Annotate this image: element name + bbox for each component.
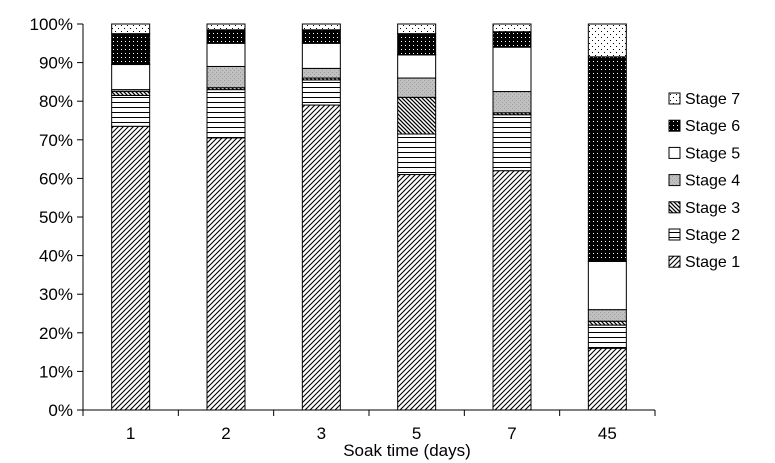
bar-segment xyxy=(492,31,532,48)
x-tick-label: 7 xyxy=(507,424,516,443)
x-tick-label: 2 xyxy=(221,424,230,443)
y-tick-label: 70% xyxy=(39,131,73,150)
legend-label: Stage 3 xyxy=(685,200,740,217)
bar-segment xyxy=(492,23,532,33)
legend-swatch xyxy=(668,174,681,187)
legend-label: Stage 6 xyxy=(685,118,740,135)
bars-group xyxy=(111,23,627,411)
bar-segment xyxy=(397,77,437,98)
x-tick-label: 3 xyxy=(317,424,326,443)
bar-segment xyxy=(397,133,437,176)
bar-segment xyxy=(492,114,532,172)
bar-segment xyxy=(206,137,246,411)
legend-swatch xyxy=(668,119,681,132)
bar-segment xyxy=(492,91,532,114)
bar-segment xyxy=(111,64,151,91)
bar-segment xyxy=(301,67,341,79)
bar-segment xyxy=(301,104,341,411)
bar-segment xyxy=(397,33,437,56)
bar-segment xyxy=(587,23,627,58)
bar-segment xyxy=(397,54,437,79)
bar-segment xyxy=(397,174,437,411)
y-axis: 0% 10% 20% 30% 40% 50% 60% 70% 80% 90% 100% xyxy=(30,15,84,420)
legend-swatch xyxy=(668,201,681,214)
y-tick-label: 30% xyxy=(39,285,73,304)
y-tick-label: 100% xyxy=(30,15,73,34)
legend-label: Stage 7 xyxy=(685,91,740,108)
bar-segment xyxy=(206,29,246,44)
y-tick-label: 20% xyxy=(39,324,73,343)
legend: Stage 7 Stage 6 Stage 5 Stage 4 Stage 3 Stage… xyxy=(668,91,740,271)
legend-swatch xyxy=(668,92,681,105)
legend-label: Stage 1 xyxy=(685,254,740,271)
x-axis-title: Soak time (days) xyxy=(343,441,471,460)
bar-segment xyxy=(111,23,151,35)
bar-segment xyxy=(111,91,151,96)
bar-segment xyxy=(397,96,437,135)
legend-swatch xyxy=(668,255,681,268)
bar-segment xyxy=(587,324,627,349)
bar-segment xyxy=(206,89,246,139)
y-tick-label: 60% xyxy=(39,169,73,188)
bar-segment xyxy=(206,23,246,31)
y-tick-label: 0% xyxy=(48,401,73,420)
bar-segment xyxy=(111,125,151,411)
bar-segment xyxy=(587,309,627,322)
legend-label: Stage 5 xyxy=(685,145,740,162)
bar-segment xyxy=(301,79,341,106)
legend-label: Stage 4 xyxy=(685,173,740,190)
legend-swatch xyxy=(668,228,681,241)
bar-segment xyxy=(587,56,627,262)
bar-segment xyxy=(206,42,246,67)
x-tick-label: 5 xyxy=(412,424,421,443)
x-axis: 1 2 3 5 7 45 xyxy=(82,409,656,443)
bar-segment xyxy=(111,33,151,66)
bar-segment xyxy=(301,29,341,44)
bar-segment xyxy=(587,347,627,411)
y-tick-label: 50% xyxy=(39,208,73,227)
bar-segment xyxy=(587,260,627,311)
bar-segment xyxy=(301,42,341,69)
legend-label: Stage 2 xyxy=(685,227,740,244)
x-tick-label: 1 xyxy=(126,424,135,443)
x-tick-label: 45 xyxy=(598,424,617,443)
bar-segment xyxy=(587,320,627,326)
y-tick-label: 10% xyxy=(39,362,73,381)
bar-segment xyxy=(492,46,532,93)
bar-segment xyxy=(301,23,341,31)
legend-swatch xyxy=(668,146,681,159)
bar-segment xyxy=(206,65,246,89)
bar-segment xyxy=(397,23,437,35)
y-tick-label: 40% xyxy=(39,247,73,266)
y-tick-label: 90% xyxy=(39,54,73,73)
bar-segment xyxy=(492,170,532,411)
y-tick-label: 80% xyxy=(39,92,73,111)
bar-segment xyxy=(111,94,151,127)
